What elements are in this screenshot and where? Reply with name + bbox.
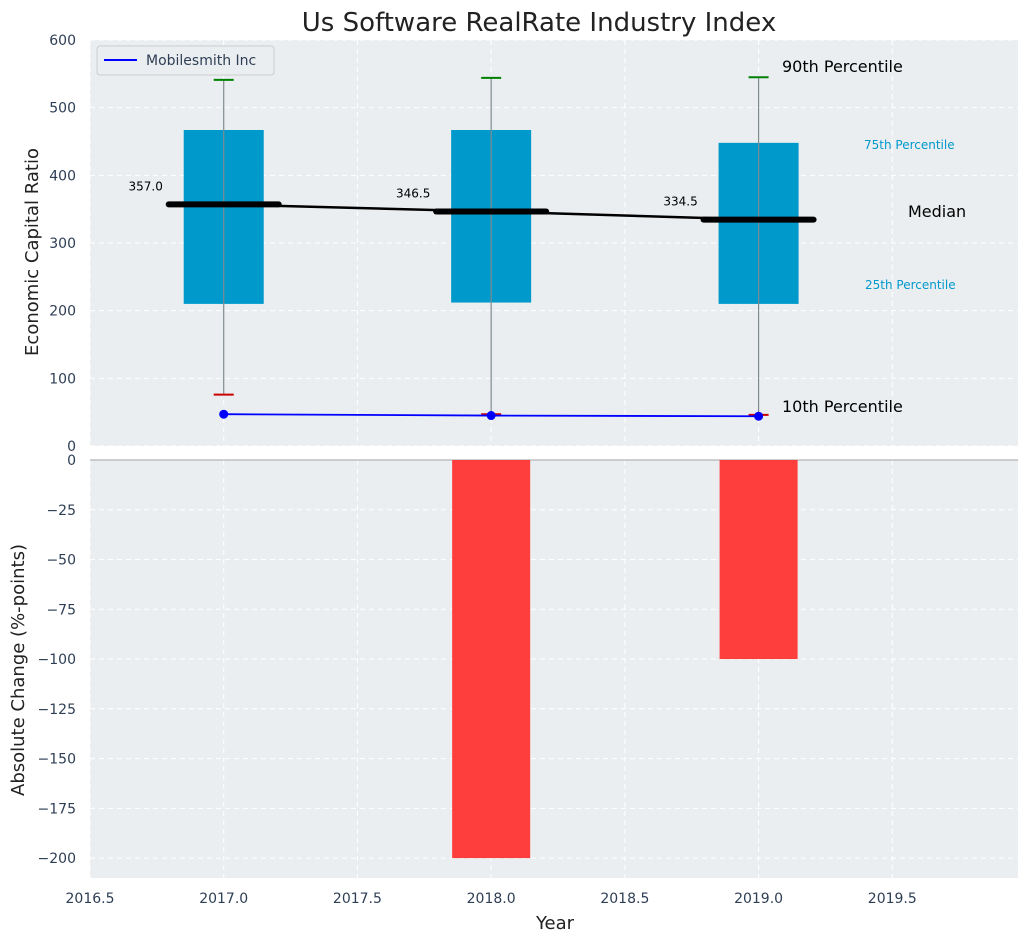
top-marks: 357.0 346.5 334.5 [129, 76, 817, 421]
bottom-y-tick-−75: −75 [46, 602, 76, 618]
annotation-10th-percentile: 10th Percentile [782, 397, 903, 416]
bottom-y-tick-−50: −50 [46, 553, 76, 569]
bottom-y-tick-−200: −200 [38, 851, 76, 867]
bottom-y-tick-−25: −25 [46, 503, 76, 519]
legend: Mobilesmith Inc [96, 45, 275, 76]
x-tick-2017.5: 2017.5 [333, 891, 382, 907]
bottom-y-axis-label: Absolute Change (%-points) [8, 544, 29, 796]
bottom-plot-background [90, 460, 1018, 878]
legend-label-mobilesmith: Mobilesmith Inc [146, 53, 256, 69]
chart-title: Us Software RealRate Industry Index [302, 8, 776, 38]
bottom-y-tick-−100: −100 [38, 652, 76, 668]
top-y-tick-600: 600 [49, 33, 76, 49]
series-point-mobilesmith-2017 [219, 409, 229, 419]
series-point-mobilesmith-2019 [754, 411, 764, 421]
annotation-median: Median [908, 202, 966, 221]
top-y-tick-100: 100 [49, 371, 76, 387]
annotation-25th-percentile: 25th Percentile [865, 278, 956, 292]
median-value-label-2018: 346.5 [396, 187, 430, 201]
top-y-axis-label: Economic Capital Ratio [22, 148, 43, 356]
series-point-mobilesmith-2018 [486, 411, 496, 421]
top-panel: 0 100 200 300 400 500 600 357.0 346.5 334.5 Econ… [22, 33, 1018, 455]
bottom-y-tick-−175: −175 [38, 801, 76, 817]
x-tick-2017.0: 2017.0 [199, 891, 248, 907]
bottom-gridlines [89, 459, 1018, 878]
median-value-label-2017: 357.0 [129, 179, 163, 193]
top-y-tick-400: 400 [49, 168, 76, 184]
bottom-y-tick-0: 0 [67, 453, 76, 469]
x-tick-2018.5: 2018.5 [600, 891, 649, 907]
top-y-tick-labels: 0 100 200 300 400 500 600 [49, 33, 76, 455]
annotation-90th-percentile: 90th Percentile [782, 57, 903, 76]
change-bar-2018 [452, 460, 531, 859]
bottom-panel: 0 −25 −50 −75 −100 −125 −150 −175 −200 Absolute … [8, 453, 1018, 878]
top-y-tick-300: 300 [49, 236, 76, 252]
x-tick-2018.0: 2018.0 [467, 891, 516, 907]
x-tick-2019.0: 2019.0 [734, 891, 783, 907]
median-value-label-2019: 334.5 [663, 195, 697, 209]
bottom-y-tick-−125: −125 [38, 702, 76, 718]
bottom-y-tick-labels: 0 −25 −50 −75 −100 −125 −150 −175 −200 [38, 453, 76, 867]
bottom-marks [90, 459, 1018, 859]
annotation-75th-percentile: 75th Percentile [864, 138, 955, 152]
x-axis-label: Year [535, 913, 575, 934]
legend-frame [96, 45, 275, 76]
top-y-tick-500: 500 [49, 101, 76, 117]
top-y-tick-0: 0 [67, 439, 76, 455]
x-tick-2016.5: 2016.5 [66, 891, 115, 907]
bottom-y-tick-−150: −150 [38, 752, 76, 768]
change-bar-2019 [719, 460, 798, 660]
top-y-tick-200: 200 [49, 304, 76, 320]
x-tick-labels: 2016.5 2017.0 2017.5 2018.0 2018.5 2019.0 2019… [66, 891, 917, 907]
x-tick-2019.5: 2019.5 [868, 891, 917, 907]
